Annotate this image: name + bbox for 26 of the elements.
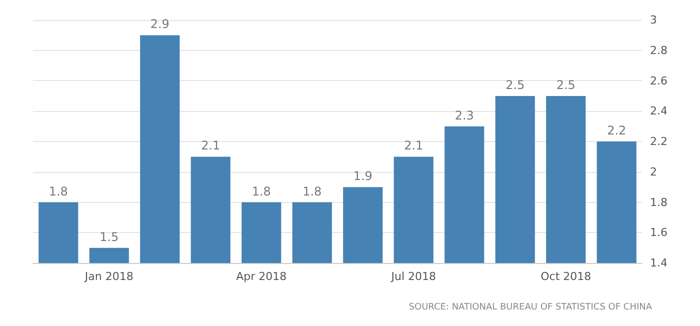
data-label: 2.3 <box>454 108 474 122</box>
source-note: SOURCE: NATIONAL BUREAU OF STATISTICS OF CHINA <box>408 302 653 312</box>
y-tick-label: 2.4 <box>650 104 668 118</box>
data-label: 1.8 <box>302 184 322 198</box>
x-tick-label: Jul 2018 <box>390 270 436 283</box>
y-tick-label: 1.6 <box>650 226 668 240</box>
y-tick-label: 2 <box>650 165 657 178</box>
y-tick-label: 2.8 <box>650 44 668 57</box>
x-tick-label: Oct 2018 <box>540 270 592 283</box>
y-tick-label: 3 <box>650 14 657 26</box>
data-label: 1.8 <box>252 184 271 198</box>
data-label: 2.9 <box>150 17 170 32</box>
x-tick-label: Jan 2018 <box>84 270 134 283</box>
data-label: 1.8 <box>48 184 68 198</box>
y-tick-label: 2.6 <box>650 74 668 88</box>
y-tick-label: 1.4 <box>650 256 668 270</box>
data-label: 2.1 <box>201 138 220 153</box>
data-label: 2.5 <box>506 78 525 92</box>
x-tick-label: Apr 2018 <box>236 270 287 283</box>
data-label: 2.2 <box>607 124 626 138</box>
data-label: 1.9 <box>353 169 372 184</box>
data-label: 1.5 <box>100 230 119 244</box>
y-tick-label: 2.2 <box>650 135 668 148</box>
data-label: 2.1 <box>404 138 424 153</box>
y-tick-label: 1.8 <box>650 196 668 209</box>
data-label: 2.5 <box>556 78 576 92</box>
